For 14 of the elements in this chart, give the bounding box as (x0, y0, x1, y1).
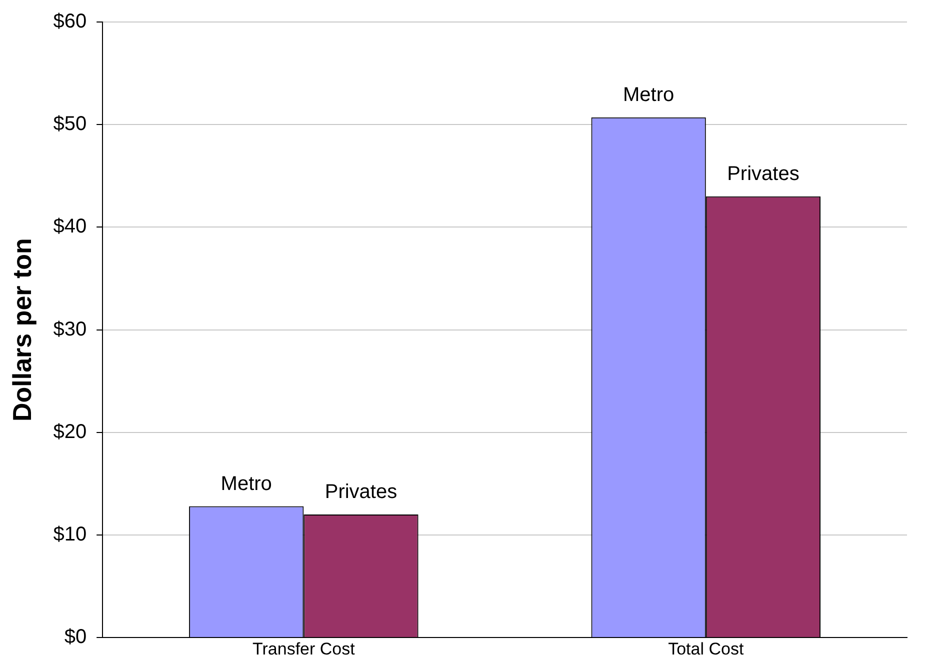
y-tick-label: $50 (53, 113, 87, 136)
text: Metro (623, 84, 674, 106)
y-tick-label: $10 (53, 524, 87, 546)
x-tick-label: Total Cost (668, 639, 744, 658)
y-axis-title: Dollars per ton (6, 238, 37, 422)
y-tick-label: $60 (53, 10, 87, 33)
series-label: Privates (727, 162, 800, 185)
y-tick-label: $40 (53, 216, 87, 238)
series-label: Metro (220, 472, 272, 495)
y-tick-label: $0 (64, 626, 87, 648)
y-tick-label: $20 (53, 420, 87, 443)
x-tick-label: Transfer Cost (252, 639, 356, 658)
y-tick-label: $30 (53, 318, 87, 340)
text: Privates (324, 480, 398, 503)
